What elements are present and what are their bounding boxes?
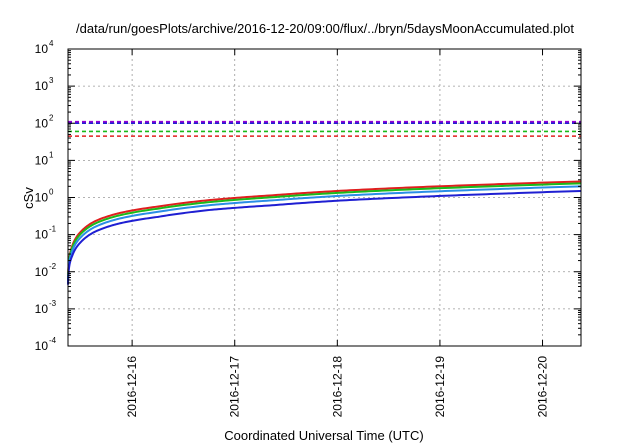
series-line — [67, 185, 582, 284]
series-line — [67, 182, 582, 283]
x-tick-labels: 2016-12-16 2016-12-17 2016-12-18 2016-12-19… — [125, 356, 549, 418]
y-tick-label: 10 — [35, 116, 49, 130]
y-axis-label: cSv — [21, 187, 36, 209]
x-tick-label: 2016-12-17 — [228, 356, 242, 418]
x-tick-label: 2016-12-19 — [433, 356, 447, 418]
y-tick-exponent: -1 — [49, 225, 57, 234]
y-tick-label: 10 — [35, 302, 49, 316]
y-tick-label: 10 — [35, 153, 49, 167]
y-tick-label: 10 — [35, 228, 49, 242]
y-tick-label: 10 — [35, 42, 49, 56]
chart-title: /data/run/goesPlots/archive/2016-12-20/0… — [76, 21, 574, 36]
x-axis-label: Coordinated Universal Time (UTC) — [224, 428, 423, 443]
series-line — [67, 180, 582, 281]
y-tick-exponent: 0 — [49, 188, 54, 197]
y-tick-exponent: 4 — [49, 39, 54, 48]
threshold-lines — [68, 120, 581, 137]
y-tick-exponent: 3 — [49, 76, 54, 85]
series-lines — [67, 180, 582, 286]
plot-frame — [67, 48, 582, 347]
y-tick-exponent: -2 — [49, 262, 57, 271]
y-tick-label: 10 — [35, 265, 49, 279]
y-tick-exponent: 2 — [49, 113, 54, 122]
y-tick-label: 10 — [35, 339, 49, 353]
y-tick-exponent: -4 — [49, 336, 57, 345]
x-tick-label: 2016-12-20 — [536, 356, 550, 418]
y-tick-label: 10 — [35, 191, 49, 205]
x-tick-label: 2016-12-16 — [125, 356, 139, 418]
series-line — [67, 189, 582, 286]
y-tick-exponent: 1 — [49, 150, 54, 159]
y-tick-label: 10 — [35, 79, 49, 93]
x-tick-label: 2016-12-18 — [330, 356, 344, 418]
y-tick-exponent: -3 — [49, 299, 57, 308]
